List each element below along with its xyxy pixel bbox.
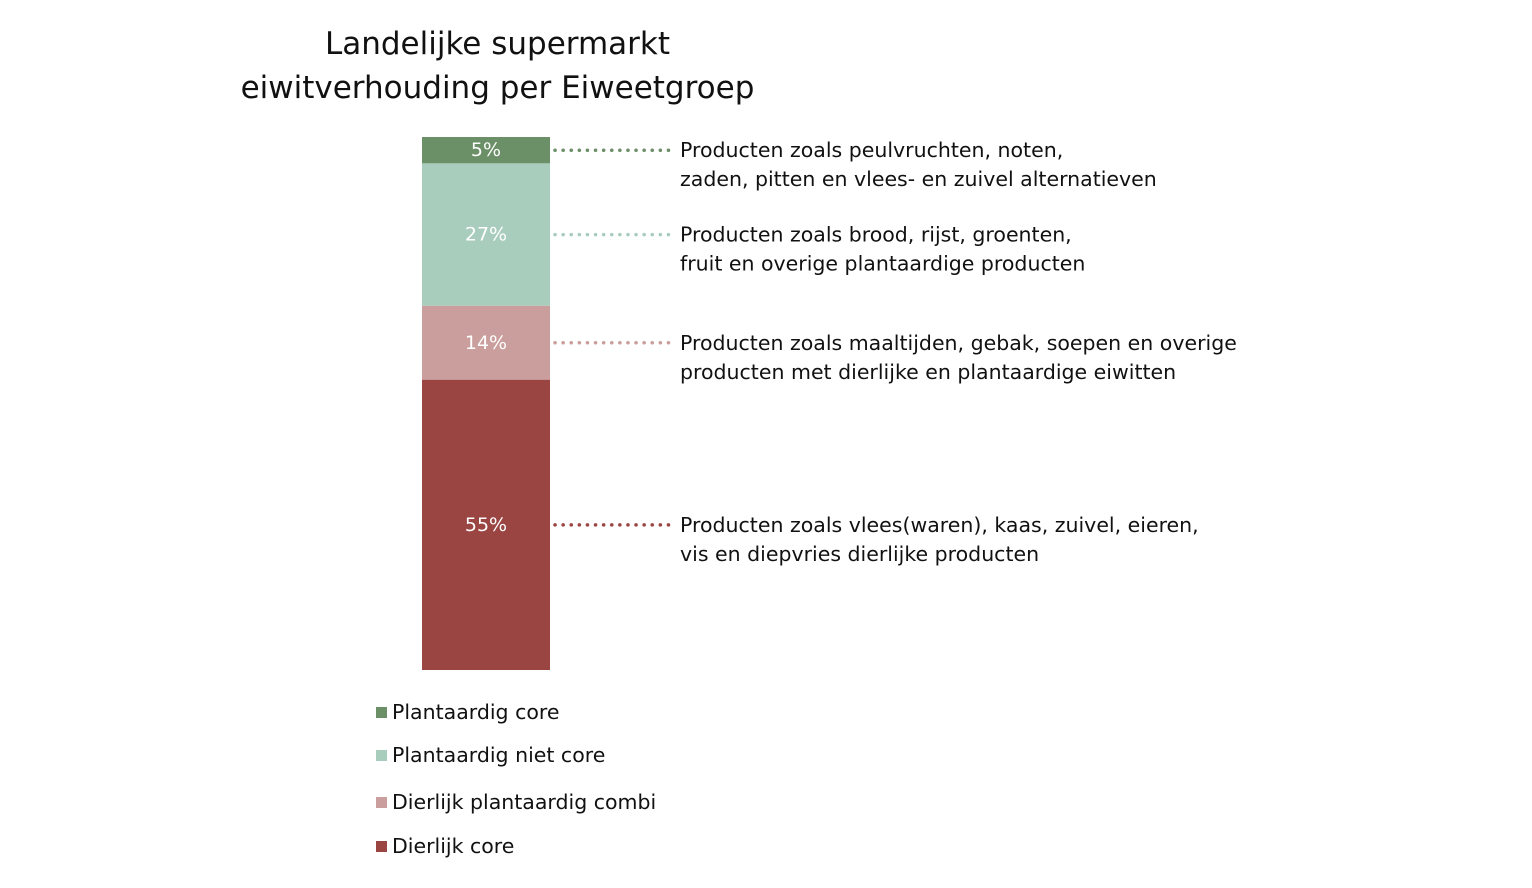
legend-swatch-2 — [376, 796, 387, 808]
legend-swatch-3 — [376, 840, 387, 852]
segment-value-label-3: 55% — [465, 514, 507, 536]
segment-description-0-line-1: Producten zoals peulvruchten, noten, — [680, 138, 1063, 162]
segment-description-3-line-1: Producten zoals vlees(waren), kaas, zuiv… — [680, 513, 1199, 537]
legend-item-0: Plantaardig core — [376, 696, 559, 728]
chart-title: Landelijke supermarkt eiwitverhouding pe… — [190, 22, 805, 110]
legend-swatch-1 — [376, 749, 387, 761]
legend-item-2: Dierlijk plantaardig combi — [376, 786, 656, 818]
bar-segment-0 — [422, 137, 550, 164]
bar-segment-3 — [422, 379, 550, 670]
segment-description-1-line-1: Producten zoals brood, rijst, groenten, — [680, 223, 1072, 247]
legend-swatch-0 — [376, 706, 387, 718]
legend-item-1: Plantaardig niet core — [376, 739, 605, 771]
legend-label-2: Dierlijk plantaardig combi — [392, 790, 657, 814]
legend-item-3: Dierlijk core — [376, 830, 514, 862]
segment-description-2-line-2: producten met dierlijke en plantaardige … — [680, 360, 1176, 384]
segment-description-2-line-1: Producten zoals maaltijden, gebak, soepe… — [680, 331, 1237, 355]
segment-description-0-line-2: zaden, pitten en vlees- en zuivel altern… — [680, 167, 1157, 191]
chart-title-line-2: eiwitverhouding per Eiweetgroep — [240, 70, 755, 106]
segment-value-label-2: 14% — [465, 332, 507, 354]
legend-label-1: Plantaardig niet core — [392, 743, 606, 767]
legend-label-0: Plantaardig core — [392, 700, 560, 724]
bar-segment-2 — [422, 305, 550, 380]
bar-segment-1 — [422, 163, 550, 306]
segment-value-label-0: 5% — [471, 139, 501, 161]
segment-description-3-line-2: vis en diepvries dierlijke producten — [680, 542, 1039, 566]
chart-title-line-1: Landelijke supermarkt — [324, 26, 671, 62]
segment-description-1-line-2: fruit en overige plantaardige producten — [680, 252, 1085, 276]
segment-value-label-1: 27% — [465, 224, 507, 246]
legend-label-3: Dierlijk core — [392, 834, 515, 858]
